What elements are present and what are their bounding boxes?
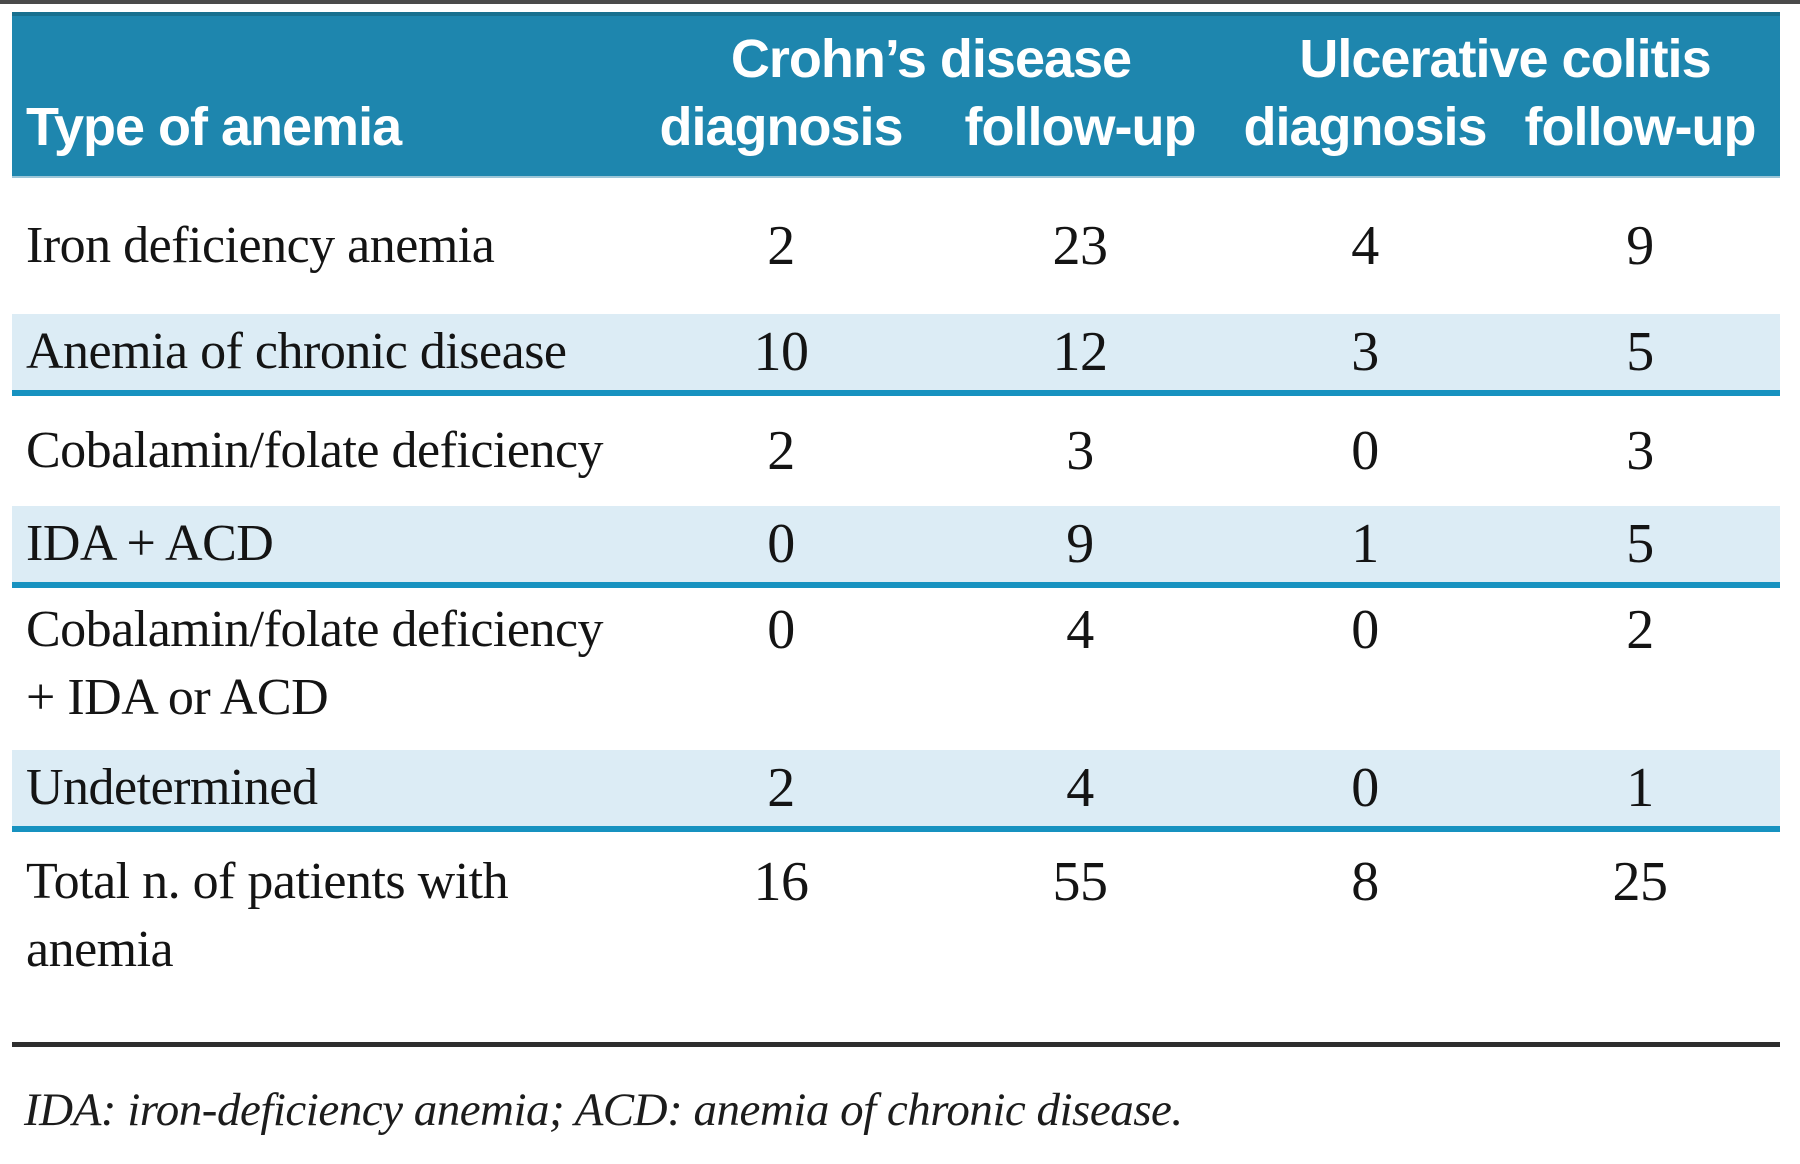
row-label: Total n. of patients with anemia bbox=[26, 853, 509, 978]
row-label: Anemia of chronic disease bbox=[26, 323, 567, 380]
table-row: Cobalamin/folate deficiency 2 3 0 3 bbox=[12, 396, 1780, 506]
cell-value: 1 bbox=[1626, 757, 1654, 819]
row-label: IDA + ACD bbox=[26, 515, 274, 572]
cell-value: 0 bbox=[1351, 420, 1379, 482]
cell-value: 55 bbox=[1052, 851, 1109, 913]
cell-value: 0 bbox=[1351, 599, 1379, 661]
anemia-table: Type of anemia Crohn’s disease Ulcerativ… bbox=[12, 12, 1780, 1137]
table-row: Anemia of chronic disease 10 12 3 5 bbox=[12, 314, 1780, 396]
row-label: Undetermined bbox=[26, 759, 318, 816]
column-header-uc-follow-up: follow-up bbox=[1524, 97, 1757, 157]
column-header-cd-follow-up: follow-up bbox=[964, 97, 1197, 157]
cell-value: 2 bbox=[767, 757, 795, 819]
table-footnote: IDA: iron-deficiency anemia; ACD: anemia… bbox=[24, 1084, 1183, 1136]
table-row: IDA + ACD 0 9 1 5 bbox=[12, 506, 1780, 588]
group-header-crohns-disease: Crohn’s disease bbox=[730, 29, 1132, 89]
row-label: Iron deficiency anemia bbox=[26, 217, 495, 274]
cell-value: 0 bbox=[767, 513, 795, 575]
cell-value: 23 bbox=[1052, 215, 1109, 277]
cell-value: 4 bbox=[1066, 599, 1094, 661]
table-row: Cobalamin/folate deficiency + IDA or ACD… bbox=[12, 588, 1780, 750]
table-row: Total n. of patients with anemia 16 55 8… bbox=[12, 832, 1780, 1042]
group-header-ulcerative-colitis: Ulcerative colitis bbox=[1299, 29, 1711, 89]
cell-value: 2 bbox=[767, 215, 795, 277]
row-label: Cobalamin/folate deficiency bbox=[26, 422, 604, 479]
cell-value: 4 bbox=[1066, 757, 1094, 819]
cell-value: 8 bbox=[1351, 851, 1379, 913]
cell-value: 4 bbox=[1351, 215, 1379, 277]
cell-value: 10 bbox=[753, 321, 810, 383]
cell-value: 9 bbox=[1066, 513, 1094, 575]
table-header: Type of anemia Crohn’s disease Ulcerativ… bbox=[12, 12, 1780, 178]
cell-value: 5 bbox=[1626, 321, 1654, 383]
cell-value: 0 bbox=[767, 599, 795, 661]
column-header-uc-diagnosis: diagnosis bbox=[1243, 97, 1487, 157]
cell-value: 3 bbox=[1626, 420, 1654, 482]
cell-value: 3 bbox=[1351, 321, 1379, 383]
cell-value: 2 bbox=[767, 420, 795, 482]
column-header-cd-diagnosis: diagnosis bbox=[659, 97, 903, 157]
table-row: Undetermined 2 4 0 1 bbox=[12, 750, 1780, 832]
cell-value: 1 bbox=[1351, 513, 1379, 575]
table-row: Iron deficiency anemia 2 23 4 9 bbox=[12, 178, 1780, 314]
cell-value: 12 bbox=[1052, 321, 1109, 383]
cell-value: 25 bbox=[1612, 851, 1669, 913]
cell-value: 16 bbox=[753, 851, 810, 913]
cell-value: 0 bbox=[1351, 757, 1379, 819]
scan-edge-line bbox=[0, 0, 1800, 4]
cell-value: 3 bbox=[1066, 420, 1094, 482]
cell-value: 2 bbox=[1626, 599, 1654, 661]
cell-value: 9 bbox=[1626, 215, 1654, 277]
column-header-type-of-anemia: Type of anemia bbox=[26, 97, 402, 157]
row-label: Cobalamin/folate deficiency + IDA or ACD bbox=[26, 601, 604, 726]
table-bottom-rule bbox=[12, 1042, 1780, 1047]
cell-value: 5 bbox=[1626, 513, 1654, 575]
